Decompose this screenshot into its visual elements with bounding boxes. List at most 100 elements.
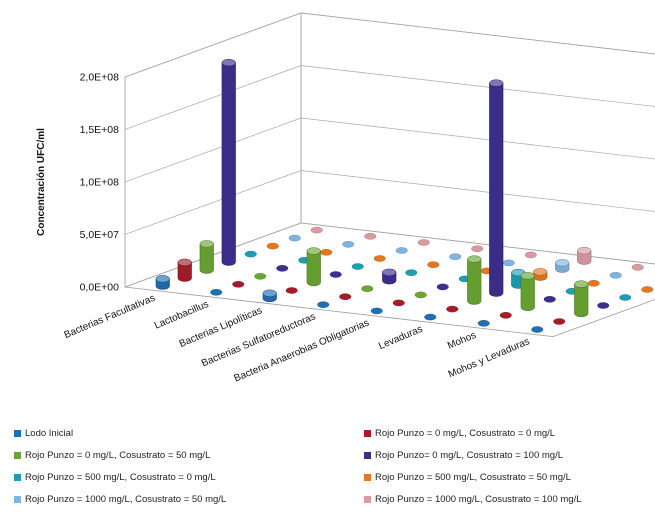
bar-marker: [471, 245, 484, 252]
bar-top: [489, 79, 504, 87]
bar-marker: [597, 302, 610, 309]
bar-body: [221, 62, 236, 266]
y-tick-label: 1,5E+08: [80, 124, 120, 136]
bar-top: [574, 280, 589, 288]
bar-marker: [329, 271, 342, 278]
bar-marker: [320, 249, 333, 256]
x-tick-label: Mohos: [446, 330, 478, 352]
legend-swatch: [14, 474, 21, 481]
bar-marker: [524, 251, 537, 259]
bar-marker: [553, 318, 566, 325]
bar-marker: [392, 299, 405, 307]
bar-marker: [364, 233, 377, 240]
bar-body: [574, 283, 589, 318]
legend-item: Rojo Punzo= 0 mg/L, Cosustrato = 100 mg/…: [364, 450, 563, 461]
bar-marker: [543, 296, 556, 303]
legend-item: Rojo Punzo = 500 mg/L, Cosustrato = 50 m…: [364, 472, 571, 483]
gridline: [124, 65, 655, 130]
x-tick-label: Lactobacillus: [153, 299, 211, 332]
bar-marker: [317, 301, 330, 308]
x-tick-label: Bacterias Sulfatoreductoras: [200, 311, 317, 369]
legend-swatch: [364, 430, 371, 437]
bar-body: [467, 258, 482, 305]
legend-item: Rojo Punzo = 0 mg/L, Cosustrato = 50 mg/…: [14, 450, 210, 461]
bar-marker: [436, 283, 449, 291]
legend-swatch: [364, 452, 371, 459]
y-tick-label: 5,0E+07: [80, 229, 120, 241]
bar-marker: [424, 313, 437, 321]
bar-marker: [405, 269, 418, 276]
bar-marker: [395, 247, 408, 254]
bar-top: [221, 58, 236, 67]
y-axis-label: Concentración UFC/ml: [36, 128, 47, 236]
bar-body: [199, 243, 214, 274]
bar-marker: [499, 312, 512, 319]
bar-marker: [342, 241, 355, 248]
legend-label: Rojo Punzo = 0 mg/L, Cosustrato = 50 mg/…: [25, 450, 211, 461]
y-tick-label: 2,0E+08: [80, 72, 120, 84]
legend-item: Rojo Punzo = 1000 mg/L, Cosustrato = 100…: [364, 494, 582, 505]
bar-marker: [449, 253, 462, 260]
bar-marker: [427, 261, 440, 268]
x-tick-label: Bacterias Facultativas: [63, 293, 157, 341]
legend-swatch: [14, 496, 21, 503]
bar-top: [382, 268, 397, 276]
bar-marker: [531, 326, 544, 333]
legend-swatch: [14, 430, 21, 437]
bar-marker: [370, 307, 383, 315]
bar-body: [306, 250, 321, 287]
gridline: [124, 12, 655, 78]
bar-marker: [244, 250, 257, 258]
legend-swatch: [364, 474, 371, 481]
bar-marker: [631, 264, 644, 271]
bar-top: [577, 246, 592, 255]
bar-marker: [619, 294, 632, 301]
legend-item: Rojo Punzo = 1000 mg/L, Cosustrato = 50 …: [14, 494, 226, 505]
legend-item: Lodo Inicial: [14, 428, 73, 439]
bar-top: [467, 255, 482, 263]
bar-marker: [339, 293, 352, 300]
legend-label: Rojo Punzo = 1000 mg/L, Cosustrato = 100…: [375, 494, 582, 505]
bar-top: [155, 275, 170, 283]
legend-swatch: [364, 496, 371, 503]
legend-item: Rojo Punzo = 0 mg/L, Cosustrato = 0 mg/L: [364, 428, 555, 439]
bar-top: [177, 258, 192, 267]
bar-marker: [373, 255, 386, 262]
bar-marker: [641, 286, 654, 293]
legend-label: Rojo Punzo = 500 mg/L, Cosustrato = 0 mg…: [25, 472, 216, 483]
bar-top: [199, 240, 214, 248]
bar-body: [520, 275, 535, 311]
bar-marker: [310, 226, 323, 234]
gridline: [124, 170, 655, 235]
bar-marker: [210, 289, 223, 296]
bar-marker: [587, 280, 600, 287]
bar-marker: [446, 305, 459, 313]
bar-marker: [609, 272, 622, 279]
bar-body: [177, 262, 192, 282]
bar-top: [520, 272, 535, 280]
bar-marker: [414, 291, 427, 299]
legend-item: Rojo Punzo = 500 mg/L, Cosustrato = 0 mg…: [14, 472, 216, 483]
legend-label: Rojo Punzo = 1000 mg/L, Cosustrato = 50 …: [25, 494, 227, 505]
legend-label: Rojo Punzo = 0 mg/L, Cosustrato = 0 mg/L: [375, 428, 556, 439]
bar-marker: [502, 259, 515, 267]
bar-body: [489, 82, 504, 297]
bar-top: [262, 289, 277, 297]
legend-label: Rojo Punzo= 0 mg/L, Cosustrato = 100 mg/…: [375, 450, 563, 461]
y-tick-label: 0,0E+00: [80, 282, 120, 294]
legend-label: Lodo Inicial: [25, 428, 74, 439]
y-tick-label: 1,0E+08: [80, 177, 120, 189]
legend-label: Rojo Punzo = 500 mg/L, Cosustrato = 50 m…: [375, 472, 571, 483]
bar-marker: [254, 273, 267, 280]
bar-top: [555, 259, 570, 267]
gridline: [124, 117, 655, 183]
bar-marker: [266, 242, 279, 250]
bar-marker: [276, 265, 289, 272]
bar-marker: [232, 281, 245, 288]
bar-marker: [288, 234, 301, 242]
bar-body: [577, 250, 592, 265]
bar-marker: [361, 285, 374, 292]
